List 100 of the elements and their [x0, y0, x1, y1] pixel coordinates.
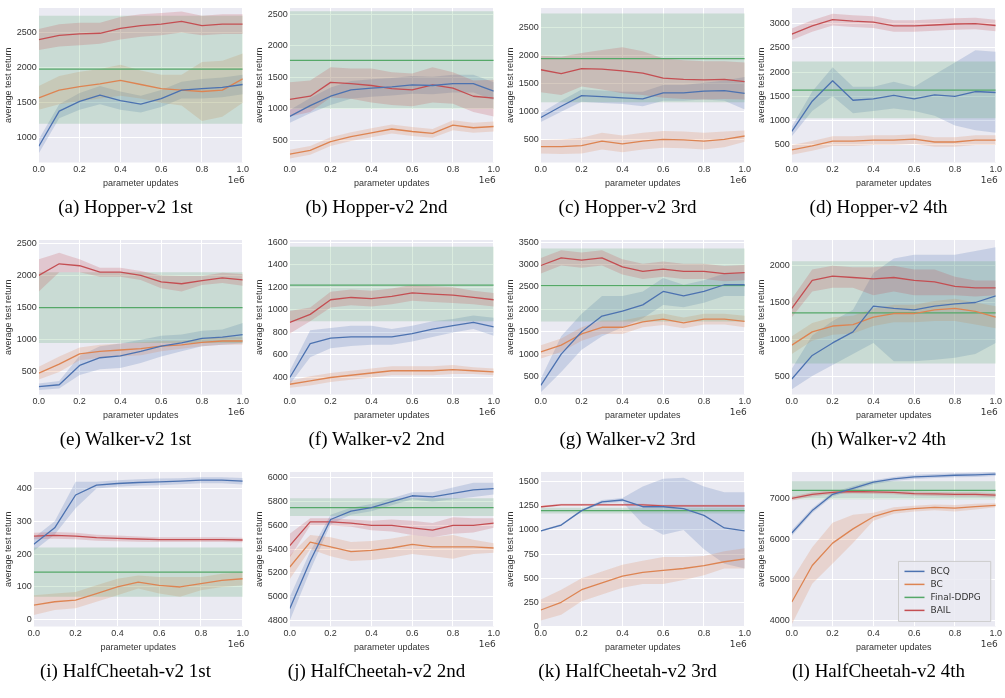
y-tick-label: 5400: [267, 543, 288, 554]
x-tick-label: 1.0: [989, 628, 1002, 639]
x-tick-label: 0.6: [656, 628, 670, 639]
x-axis-title: parameter updates: [354, 178, 431, 189]
x-tick-label: 0.8: [948, 164, 962, 175]
y-axis-title: average test return: [504, 511, 515, 587]
x-tick-label: 1.0: [989, 164, 1002, 175]
text: 1e6: [227, 175, 246, 186]
y-tick-label: 3000: [769, 18, 790, 29]
x-tick-label: 0.0: [283, 164, 297, 175]
y-tick-label: 5000: [769, 574, 790, 585]
y-tick-label: 1000: [518, 524, 539, 535]
y-tick-label: 1500: [16, 97, 37, 108]
text: 1e6: [478, 175, 497, 186]
y-tick-label: 2000: [518, 303, 539, 314]
text: (a) Hopper-v2 1st: [57, 196, 194, 218]
x-tick-label: 0.8: [948, 628, 962, 639]
x-tick-label: 0.0: [283, 396, 297, 407]
text: (e) Walker-v2 1st: [58, 428, 193, 450]
x-tick-label: 0.8: [697, 628, 711, 639]
y-axis-title: average test return: [504, 47, 515, 123]
x-tick-label: 0.4: [111, 628, 124, 639]
x-tick-label: 0.2: [324, 396, 337, 407]
y-tick-label: 2500: [518, 22, 539, 33]
y-tick-label: 5600: [267, 519, 288, 530]
x-tick-label: 0.8: [194, 628, 208, 639]
text: 1e6: [980, 175, 999, 186]
legend-label: BC: [930, 578, 943, 589]
y-tick-label: 5000: [267, 591, 288, 602]
x-tick-label: 0.0: [785, 164, 799, 175]
y-tick-label: 5200: [267, 567, 288, 578]
x-tick-label: 0.2: [826, 164, 839, 175]
x-axis-title: parameter updates: [856, 410, 933, 421]
x-tick-label: 0.8: [446, 628, 460, 639]
x-axis-title: parameter updates: [354, 410, 431, 421]
legend-label: Final-DDPG: [930, 591, 981, 602]
y-tick-label: 1000: [267, 304, 288, 315]
x-tick-label: 0.6: [656, 164, 670, 175]
x-tick-label: 1.0: [236, 628, 249, 639]
x-tick-label: 1.0: [738, 396, 751, 407]
y-tick-label: 500: [774, 370, 790, 381]
y-tick-label: 500: [272, 134, 288, 145]
y-tick-label: 300: [16, 515, 32, 526]
y-tick-label: 1500: [769, 90, 790, 101]
x-tick-label: 0.4: [365, 396, 378, 407]
y-tick-label: 2500: [267, 8, 288, 19]
x-tick-label: 0.4: [616, 164, 629, 175]
y-tick-label: 1500: [518, 326, 539, 337]
y-tick-label: 1000: [16, 132, 37, 143]
x-tick-label: 0.6: [154, 164, 168, 175]
x-tick-label: 0.0: [534, 164, 548, 175]
x-axis-title: parameter updates: [605, 410, 682, 421]
y-tick-label: 1200: [267, 281, 288, 292]
y-tick-label: 1000: [518, 106, 539, 117]
y-tick-label: 2000: [16, 269, 37, 280]
x-tick-label: 1.0: [487, 164, 500, 175]
y-tick-label: 500: [774, 139, 790, 150]
text: 1e6: [980, 639, 999, 650]
text: (h) Walker-v2 4th: [810, 428, 947, 450]
y-tick-label: 2000: [769, 260, 790, 271]
x-tick-label: 0.4: [365, 164, 378, 175]
y-axis-title: average test return: [2, 279, 13, 355]
text: (d) Hopper-v2 4th: [808, 196, 949, 218]
x-tick-label: 0.6: [405, 628, 419, 639]
x-axis-title: parameter updates: [354, 642, 431, 653]
y-tick-label: 2500: [769, 42, 790, 53]
y-tick-label: 500: [21, 366, 37, 377]
y-tick-label: 1500: [769, 296, 790, 307]
text: (b) Hopper-v2 2nd: [304, 196, 449, 218]
x-tick-label: 0.4: [867, 628, 880, 639]
y-tick-label: 6000: [267, 472, 288, 483]
x-tick-label: 0.8: [195, 396, 209, 407]
y-tick-label: 6000: [769, 533, 790, 544]
y-tick-label: 0: [26, 614, 32, 625]
x-tick-label: 0.4: [114, 164, 127, 175]
x-tick-label: 0.0: [785, 396, 799, 407]
y-tick-label: 400: [16, 482, 32, 493]
x-axis-title: parameter updates: [605, 642, 682, 653]
legend-label: BAIL: [930, 604, 951, 615]
x-tick-label: 0.4: [616, 628, 629, 639]
y-tick-label: 100: [16, 581, 32, 592]
y-axis-title: average test return: [253, 47, 264, 123]
y-axis-title: average test return: [755, 47, 766, 123]
y-tick-label: 1500: [518, 78, 539, 89]
y-tick-label: 1000: [267, 103, 288, 114]
x-tick-label: 0.8: [446, 164, 460, 175]
x-tick-label: 0.8: [948, 396, 962, 407]
text: (j) HalfCheetah-v2 2nd: [286, 660, 467, 682]
y-tick-label: 500: [523, 370, 539, 381]
y-tick-label: 1500: [518, 476, 539, 487]
text: 1e6: [729, 175, 748, 186]
y-tick-label: 1000: [769, 333, 790, 344]
text: 1e6: [729, 639, 748, 650]
y-tick-label: 2500: [16, 237, 37, 248]
x-tick-label: 0.0: [32, 164, 46, 175]
y-tick-label: 800: [272, 326, 288, 337]
y-axis-title: average test return: [253, 511, 264, 587]
x-tick-label: 0.6: [656, 396, 670, 407]
x-tick-label: 0.0: [27, 628, 41, 639]
x-tick-label: 0.2: [73, 396, 86, 407]
